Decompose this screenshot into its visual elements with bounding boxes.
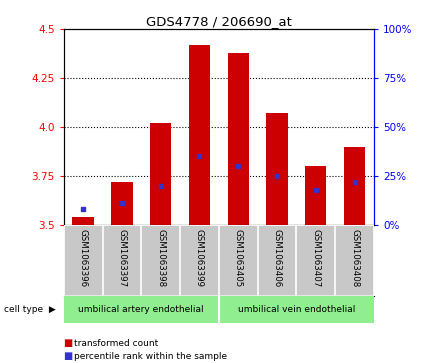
Bar (73, 217, 94, 225)
Bar (266, 113, 288, 225)
Bar (305, 166, 326, 225)
Text: GSM1063408: GSM1063408 (350, 229, 359, 287)
Text: percentile rank within the sample: percentile rank within the sample (74, 352, 227, 361)
Text: cell type  ▶: cell type ▶ (4, 305, 56, 314)
Text: GSM1063399: GSM1063399 (195, 229, 204, 287)
Text: ■: ■ (64, 338, 76, 348)
Text: GSM1063397: GSM1063397 (117, 229, 126, 287)
Bar (64, 296, 219, 323)
Text: GSM1063396: GSM1063396 (79, 229, 88, 287)
Text: ■: ■ (64, 351, 76, 362)
Text: GSM1063398: GSM1063398 (156, 229, 165, 287)
Bar (219, 296, 374, 323)
Text: umbilical artery endothelial: umbilical artery endothelial (79, 305, 204, 314)
Text: transformed count: transformed count (74, 339, 159, 347)
Bar (344, 147, 365, 225)
Text: GSM1063405: GSM1063405 (234, 229, 243, 287)
Text: umbilical vein endothelial: umbilical vein endothelial (238, 305, 355, 314)
Text: GSM1063406: GSM1063406 (272, 229, 281, 287)
Text: GSM1063407: GSM1063407 (312, 229, 320, 287)
Bar (111, 182, 133, 225)
Title: GDS4778 / 206690_at: GDS4778 / 206690_at (146, 15, 292, 28)
Bar (150, 123, 171, 225)
Bar (189, 45, 210, 225)
Bar (228, 53, 249, 225)
